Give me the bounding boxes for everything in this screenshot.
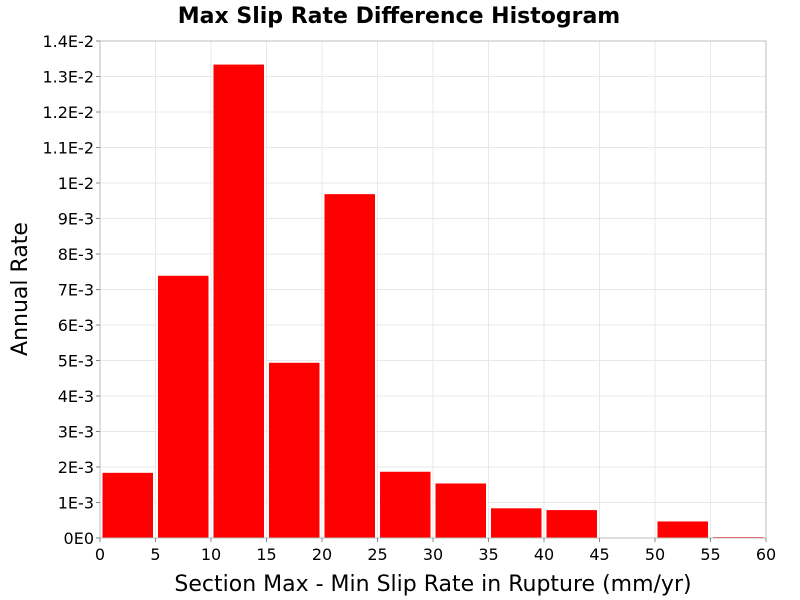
histogram-bar	[434, 482, 487, 539]
x-tick-label: 15	[256, 545, 276, 564]
y-tick-label: 3E-3	[58, 423, 94, 442]
histogram-bar	[379, 470, 432, 539]
x-tick-label: 0	[95, 545, 105, 564]
y-tick-label: 1.1E-2	[42, 139, 94, 158]
histogram-bar	[545, 509, 598, 539]
y-axis-ticks: 0E0 1E-3 2E-3 3E-3 4E-3 5E-3 6E-3 7E-3 8E-3 9E-3 1…	[42, 32, 100, 548]
histogram-bar	[656, 520, 709, 539]
x-tick-label: 30	[423, 545, 443, 564]
y-tick-label: 9E-3	[58, 210, 94, 229]
histogram-bar	[101, 471, 154, 539]
x-tick-label: 35	[478, 545, 498, 564]
x-tick-label: 45	[589, 545, 609, 564]
y-tick-label: 5E-3	[58, 352, 94, 371]
histogram-bar	[212, 63, 265, 539]
x-tick-label: 5	[150, 545, 160, 564]
y-tick-label: 1.4E-2	[42, 32, 94, 51]
x-tick-label: 20	[312, 545, 332, 564]
y-axis-label: Annual Rate	[8, 222, 33, 356]
x-tick-label: 25	[367, 545, 387, 564]
x-axis-ticks: 0 5 10 15 20 25 30 35 40 45 50 55 60	[95, 538, 776, 564]
y-tick-label: 1.3E-2	[42, 68, 94, 87]
x-tick-label: 10	[201, 545, 221, 564]
x-tick-label: 50	[645, 545, 665, 564]
y-tick-label: 8E-3	[58, 245, 94, 264]
histogram-bar	[490, 507, 543, 539]
y-tick-label: 6E-3	[58, 316, 94, 335]
y-tick-label: 2E-3	[58, 458, 94, 477]
y-tick-label: 1E-3	[58, 494, 94, 513]
x-axis-label: Section Max - Min Slip Rate in Rupture (…	[174, 572, 691, 597]
chart-title: Max Slip Rate Difference Histogram	[178, 4, 620, 29]
y-tick-label: 7E-3	[58, 281, 94, 300]
histogram-bar	[157, 274, 210, 539]
y-tick-label: 4E-3	[58, 387, 94, 406]
y-tick-label: 0E0	[64, 529, 94, 548]
x-tick-label: 55	[700, 545, 720, 564]
x-tick-label: 60	[756, 545, 776, 564]
y-tick-label: 1.2E-2	[42, 103, 94, 122]
histogram-bar	[323, 193, 376, 539]
x-tick-label: 40	[534, 545, 554, 564]
histogram-bar	[268, 361, 321, 539]
y-tick-label: 1E-2	[58, 174, 94, 193]
